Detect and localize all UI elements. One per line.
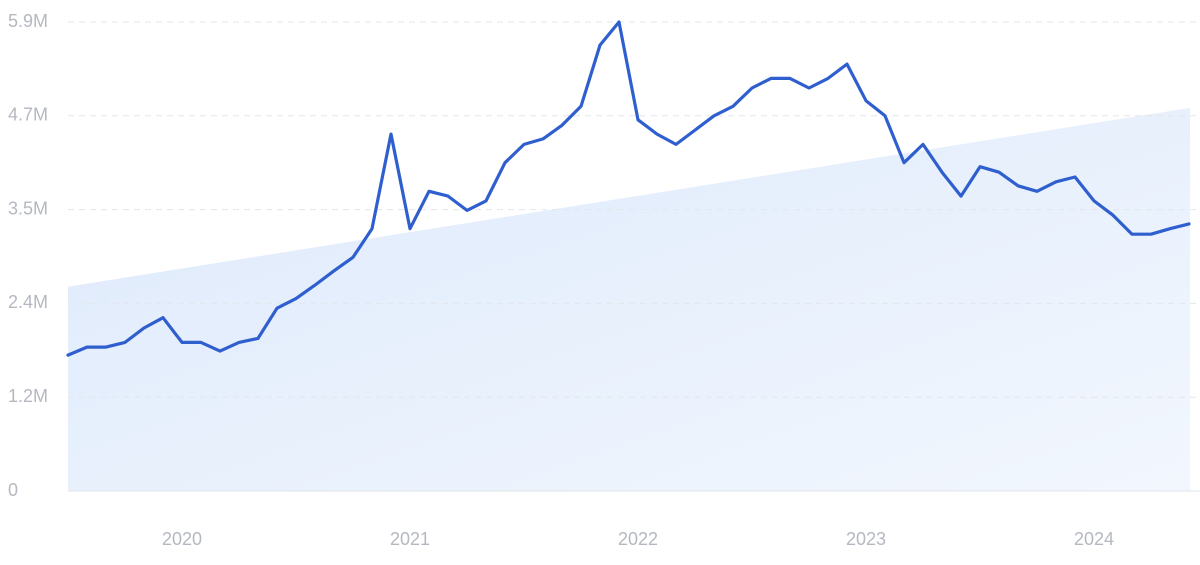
x-tick-label: 2023	[846, 529, 886, 549]
y-tick-label: 2.4M	[8, 292, 48, 312]
y-tick-label: 4.7M	[8, 105, 48, 125]
x-tick-label: 2022	[618, 529, 658, 549]
x-tick-label: 2020	[162, 529, 202, 549]
line	[66, 20, 1191, 357]
y-tick-label: 3.5M	[8, 198, 48, 218]
y-tick-label: 0	[8, 480, 18, 500]
x-tick-label: 2024	[1074, 529, 1114, 549]
x-tick-label: 2021	[390, 529, 430, 549]
y-tick-label: 1.2M	[8, 386, 48, 406]
y-tick-label: 5.9M	[8, 11, 48, 31]
trend-area	[68, 107, 1190, 492]
